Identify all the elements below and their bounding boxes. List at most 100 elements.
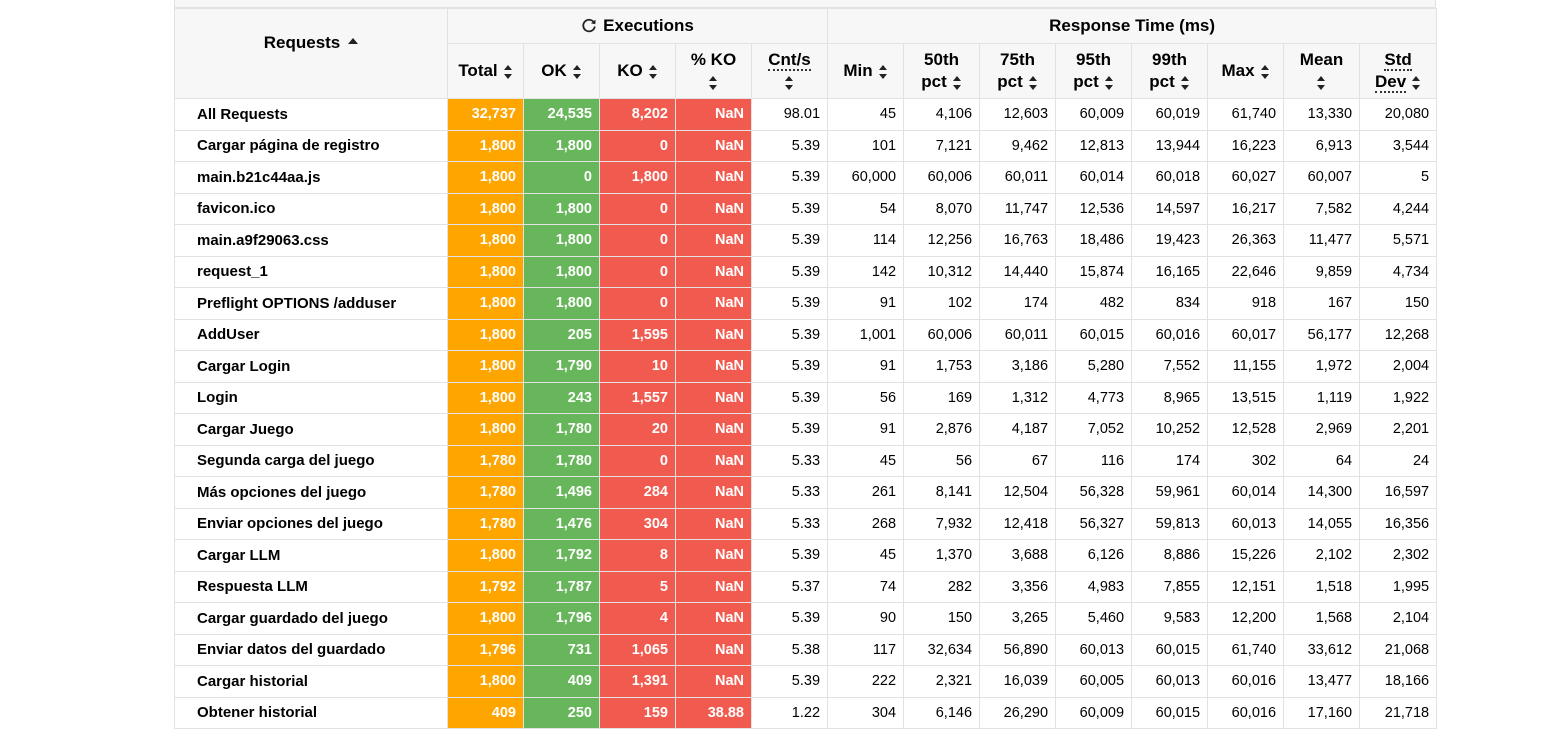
mean-cell: 6,913 bbox=[1283, 129, 1361, 162]
table-row: Cargar LLM 1,800 1,792 8 NaN 5.39 45 1,370 3,688… bbox=[174, 539, 1438, 572]
p99-cell: 13,944 bbox=[1131, 129, 1209, 162]
table-row: Respuesta LLM 1,792 1,787 5 NaN 5.37 74 282 3,35… bbox=[174, 570, 1438, 603]
table-row: Cargar historial 1,800 409 1,391 NaN 5.39 222 2… bbox=[174, 665, 1438, 698]
min-cell: 1,001 bbox=[827, 318, 905, 351]
min-cell: 60,000 bbox=[827, 161, 905, 194]
ok-cell: 1,780 bbox=[523, 444, 600, 477]
p99-cell: 60,013 bbox=[1131, 665, 1209, 698]
std-dev-cell: 4,244 bbox=[1359, 192, 1438, 225]
table-row: favicon.ico 1,800 1,800 0 NaN 5.39 54 8,070 11,7… bbox=[174, 192, 1438, 225]
request-name[interactable]: All Requests bbox=[174, 98, 448, 131]
request-name[interactable]: main.b21c44aa.js bbox=[174, 161, 448, 194]
col-header-ok[interactable]: OK bbox=[523, 43, 600, 99]
request-name[interactable]: request_1 bbox=[174, 255, 448, 288]
total-cell: 1,800 bbox=[447, 224, 524, 257]
total-cell: 1,780 bbox=[447, 476, 524, 509]
std-dev-cell: 4,734 bbox=[1359, 255, 1438, 288]
ok-cell: 1,780 bbox=[523, 413, 600, 446]
max-cell: 60,027 bbox=[1207, 161, 1285, 194]
std-dev-cell: 20,080 bbox=[1359, 98, 1438, 131]
pct-ko-cell: NaN bbox=[675, 539, 752, 572]
request-name[interactable]: Cargar Login bbox=[174, 350, 448, 383]
table-row: Cargar Juego 1,800 1,780 20 NaN 5.39 91 2,876 4,… bbox=[174, 413, 1438, 446]
col-header-total[interactable]: Total bbox=[447, 43, 524, 99]
request-name[interactable]: AddUser bbox=[174, 318, 448, 351]
p50-cell: 60,006 bbox=[903, 161, 981, 194]
p50-cell: 1,370 bbox=[903, 539, 981, 572]
ok-cell: 250 bbox=[523, 696, 600, 729]
request-name[interactable]: Cargar historial bbox=[174, 665, 448, 698]
ko-cell: 4 bbox=[599, 602, 676, 635]
min-cell: 117 bbox=[827, 633, 905, 666]
col-header-p75[interactable]: 75th pct bbox=[979, 43, 1057, 99]
ok-cell: 1,476 bbox=[523, 507, 600, 540]
request-name[interactable]: Cargar Juego bbox=[174, 413, 448, 446]
std-dev-cell: 24 bbox=[1359, 444, 1438, 477]
col-header-std-dev[interactable]: Std Dev bbox=[1359, 43, 1438, 99]
cnt-per-sec-cell: 5.39 bbox=[750, 287, 829, 320]
max-header-label: Max bbox=[1221, 61, 1255, 80]
p99-cell: 14,597 bbox=[1131, 192, 1209, 225]
total-cell: 1,792 bbox=[447, 570, 524, 603]
request-name[interactable]: Enviar datos del guardado bbox=[174, 633, 448, 666]
mean-cell: 60,007 bbox=[1283, 161, 1361, 194]
request-name[interactable]: Enviar opciones del juego bbox=[174, 507, 448, 540]
pct-ko-cell: NaN bbox=[675, 129, 752, 162]
col-header-max[interactable]: Max bbox=[1207, 43, 1285, 99]
request-name[interactable]: Cargar página de registro bbox=[174, 129, 448, 162]
request-name[interactable]: Preflight OPTIONS /adduser bbox=[174, 287, 448, 320]
sort-icon bbox=[572, 64, 582, 79]
min-cell: 114 bbox=[827, 224, 905, 257]
col-header-mean[interactable]: Mean bbox=[1283, 43, 1361, 99]
request-name[interactable]: main.a9f29063.css bbox=[174, 224, 448, 257]
request-name[interactable]: favicon.ico bbox=[174, 192, 448, 225]
std-dev-cell: 16,356 bbox=[1359, 507, 1438, 540]
request-name[interactable]: Cargar LLM bbox=[174, 539, 448, 572]
col-header-p50[interactable]: 50th pct bbox=[903, 43, 981, 99]
col-header-p95[interactable]: 95th pct bbox=[1055, 43, 1133, 99]
sort-icon bbox=[952, 75, 962, 90]
request-name[interactable]: Segunda carga del juego bbox=[174, 444, 448, 477]
total-cell: 1,800 bbox=[447, 381, 524, 414]
ko-cell: 10 bbox=[599, 350, 676, 383]
p95-header-label-line1: 95th bbox=[1076, 50, 1112, 69]
p75-cell: 26,290 bbox=[979, 696, 1057, 729]
min-header-label: Min bbox=[843, 61, 873, 80]
request-name[interactable]: Cargar guardado del juego bbox=[174, 602, 448, 635]
max-cell: 61,740 bbox=[1207, 633, 1285, 666]
p99-cell: 60,015 bbox=[1131, 633, 1209, 666]
col-header-ko[interactable]: KO bbox=[599, 43, 676, 99]
pct-ko-cell: NaN bbox=[675, 255, 752, 288]
cnt-per-sec-cell: 5.33 bbox=[750, 476, 829, 509]
p50-header-label-line2: pct bbox=[921, 72, 947, 91]
request-name[interactable]: Login bbox=[174, 381, 448, 414]
cnt-per-sec-cell: 5.33 bbox=[750, 507, 829, 540]
cnt-per-sec-cell: 5.39 bbox=[750, 161, 829, 194]
min-cell: 142 bbox=[827, 255, 905, 288]
request-name[interactable]: Obtener historial bbox=[174, 696, 448, 729]
col-header-requests[interactable]: Requests bbox=[174, 8, 448, 99]
max-cell: 60,017 bbox=[1207, 318, 1285, 351]
max-cell: 13,515 bbox=[1207, 381, 1285, 414]
cnt-per-sec-cell: 5.39 bbox=[750, 129, 829, 162]
request-name[interactable]: Más opciones del juego bbox=[174, 476, 448, 509]
p95-cell: 12,536 bbox=[1055, 192, 1133, 225]
cnt-per-sec-cell: 5.39 bbox=[750, 224, 829, 257]
p99-cell: 59,813 bbox=[1131, 507, 1209, 540]
std-dev-cell: 150 bbox=[1359, 287, 1438, 320]
p95-cell: 116 bbox=[1055, 444, 1133, 477]
col-header-min[interactable]: Min bbox=[827, 43, 905, 99]
sort-icon bbox=[503, 64, 513, 79]
p99-cell: 10,252 bbox=[1131, 413, 1209, 446]
pct-ko-cell: NaN bbox=[675, 350, 752, 383]
col-header-p99[interactable]: 99th pct bbox=[1131, 43, 1209, 99]
request-name[interactable]: Respuesta LLM bbox=[174, 570, 448, 603]
ok-cell: 1,800 bbox=[523, 287, 600, 320]
p50-cell: 10,312 bbox=[903, 255, 981, 288]
ok-cell: 1,787 bbox=[523, 570, 600, 603]
col-header-pct-ko[interactable]: % KO bbox=[675, 43, 752, 99]
col-header-cnt-per-sec[interactable]: Cnt/s bbox=[750, 43, 829, 99]
ok-cell: 731 bbox=[523, 633, 600, 666]
mean-cell: 14,300 bbox=[1283, 476, 1361, 509]
p99-cell: 16,165 bbox=[1131, 255, 1209, 288]
